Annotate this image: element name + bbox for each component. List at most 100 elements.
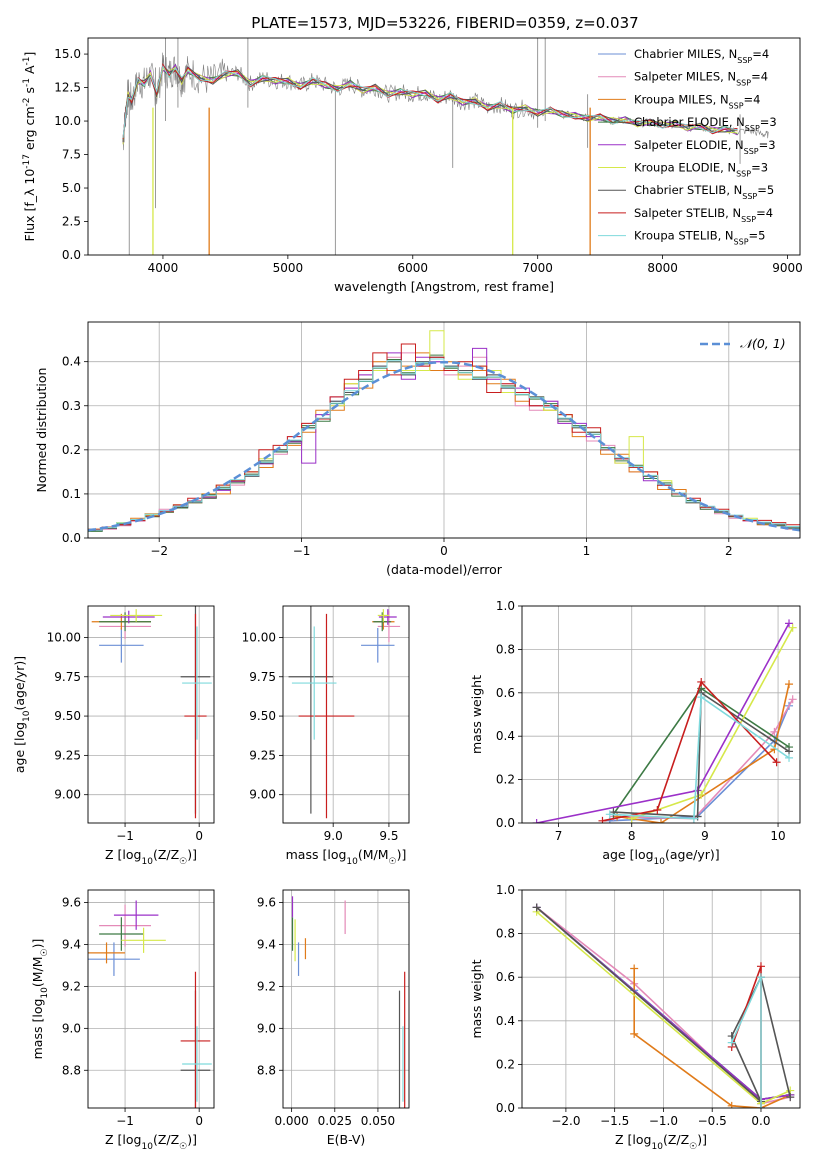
x-tick-label: −1.5	[600, 1114, 629, 1128]
y-tick-label: 9.4	[62, 938, 81, 952]
x-axis-label: Z [log10(Z/Z☉)]	[105, 1132, 197, 1152]
gaussian-curve	[88, 360, 800, 532]
x-axis-label: Z [log10(Z/Z☉)]	[615, 1132, 707, 1152]
y-tick-label: 9.50	[249, 709, 276, 723]
weight-marker	[756, 973, 765, 982]
x-tick-label: 8	[628, 829, 636, 843]
x-tick-label: 7	[555, 829, 563, 843]
x-tick-label: 0	[195, 1114, 203, 1128]
y-tick-label: 0.4	[62, 355, 81, 369]
y-tick-label: 10.00	[242, 630, 276, 644]
y-tick-label: 1.0	[496, 599, 515, 613]
weight-marker	[532, 903, 541, 912]
y-tick-label: 9.00	[54, 788, 81, 802]
weight-marker	[788, 695, 797, 704]
weight-marker	[727, 1101, 736, 1108]
weight-line	[613, 698, 794, 820]
y-tick-label: 9.0	[62, 1021, 81, 1035]
plot-area	[291, 896, 406, 1108]
figure-title: PLATE=1573, MJD=53226, FIBERID=0359, z=0…	[251, 14, 638, 32]
plot-area	[88, 900, 212, 1108]
y-tick-label: 0.0	[496, 1101, 515, 1115]
age_vs_Z-panel: −1 0 9.00 9.25 9.50 9.75 10.00 Z [log10(Z/Z☉)] a…	[12, 605, 215, 867]
legend-entry: 𝒩(0, 1)	[740, 336, 786, 351]
y-tick-label: 9.6	[62, 896, 81, 910]
y-tick-label: 10.00	[47, 630, 81, 644]
legend-entry: Kroupa STELIB, NSSP=5	[634, 229, 765, 247]
weight-marker	[770, 727, 779, 736]
legend-entry: Kroupa MILES, NSSP=4	[634, 92, 760, 110]
x-tick-label: −1	[116, 829, 134, 843]
y-tick-label: 9.2	[62, 979, 81, 993]
weight-marker	[756, 962, 765, 971]
weight-line	[609, 695, 790, 820]
y-tick-label: 9.25	[54, 748, 81, 762]
weight-marker	[785, 753, 794, 762]
x-tick-label: 7000	[522, 261, 553, 275]
age_vs_mass-panel: 9.0 9.5 9.00 9.25 9.50 9.75 10.00 mass [log10(M…	[242, 605, 410, 867]
x-tick-label: −2	[150, 544, 168, 558]
weight-marker	[532, 819, 541, 823]
x-tick-label: −2.0	[551, 1114, 580, 1128]
axes-frame	[87, 889, 215, 1109]
y-tick-label: 0.0	[62, 531, 81, 545]
residuals-panel: −2 −1 0 1 2 0.0 0.1 0.2 0.3 0.4 (data-model)/error…	[34, 321, 801, 577]
x-tick-label: 9.5	[379, 829, 398, 843]
x-tick-label: 2	[725, 544, 733, 558]
x-tick-label: 6000	[397, 261, 428, 275]
x-tick-label: 1	[583, 544, 591, 558]
x-tick-label: 0.025	[318, 1114, 352, 1128]
weight-marker	[697, 693, 706, 702]
mass_vs_EBV-panel: 0.000 0.025 0.050 8.8 9.0 9.2 9.4 9.6 E(B-V)	[257, 889, 410, 1147]
y-tick-label: 9.50	[54, 709, 81, 723]
x-axis-label: (data-model)/error	[386, 562, 503, 577]
y-tick-label: 12.5	[54, 81, 81, 95]
legend-entry: Chabrier MILES, NSSP=4	[634, 47, 769, 65]
weight-marker	[727, 1038, 736, 1047]
model-line	[122, 66, 738, 145]
y-axis-label: mass [log10(M/M☉)]	[30, 939, 50, 1060]
x-tick-label: −0.5	[698, 1114, 727, 1128]
axes-frame	[521, 605, 801, 824]
y-tick-label: 9.2	[257, 979, 276, 993]
y-tick-label: 10.0	[54, 114, 81, 128]
weight-marker	[785, 619, 794, 628]
mass_vs_Z-panel: −1 0 8.8 9.0 9.2 9.4 9.6 Z [log10(Z/Z☉)] mass [l…	[30, 889, 215, 1152]
y-tick-label: 0.6	[496, 970, 515, 984]
weight-marker	[772, 758, 781, 767]
axes-frame	[282, 889, 410, 1109]
y-tick-label: 15.0	[54, 47, 81, 61]
y-tick-label: 9.25	[249, 748, 276, 762]
y-tick-label: 9.6	[257, 896, 276, 910]
weight-marker	[605, 810, 614, 819]
plot-area	[88, 330, 800, 532]
weight-marker	[657, 819, 665, 823]
weight-line	[609, 705, 790, 822]
axes-frame	[87, 37, 801, 256]
x-tick-label: −1	[116, 1114, 134, 1128]
x-tick-label: 0.0	[751, 1114, 770, 1128]
y-axis-label: mass weight	[469, 675, 484, 754]
y-tick-label: 0.8	[496, 642, 515, 656]
x-axis-label: wavelength [Angstrom, rest frame]	[334, 279, 554, 294]
plot-area	[288, 606, 401, 819]
x-tick-label: 9000	[772, 261, 803, 275]
y-tick-label: 5.0	[62, 181, 81, 195]
x-axis-label: Z [log10(Z/Z☉)]	[105, 847, 197, 867]
histogram-series	[88, 358, 800, 531]
y-tick-label: 0.2	[62, 443, 81, 457]
x-tick-label: 9	[701, 829, 709, 843]
y-tick-label: 2.5	[62, 215, 81, 229]
weight-marker	[598, 816, 607, 823]
axes-frame	[521, 889, 801, 1109]
x-tick-label: 9.0	[324, 829, 343, 843]
weight-marker	[788, 623, 797, 632]
legend-entry: Kroupa ELODIE, NSSP=3	[634, 161, 768, 179]
x-tick-label: 5000	[273, 261, 304, 275]
legend-entry: Salpeter STELIB, NSSP=4	[634, 206, 773, 224]
x-tick-label: −1	[293, 544, 311, 558]
weight-marker	[653, 805, 662, 814]
x-axis-label: E(B-V)	[327, 1132, 366, 1147]
weight-marker	[697, 677, 706, 686]
